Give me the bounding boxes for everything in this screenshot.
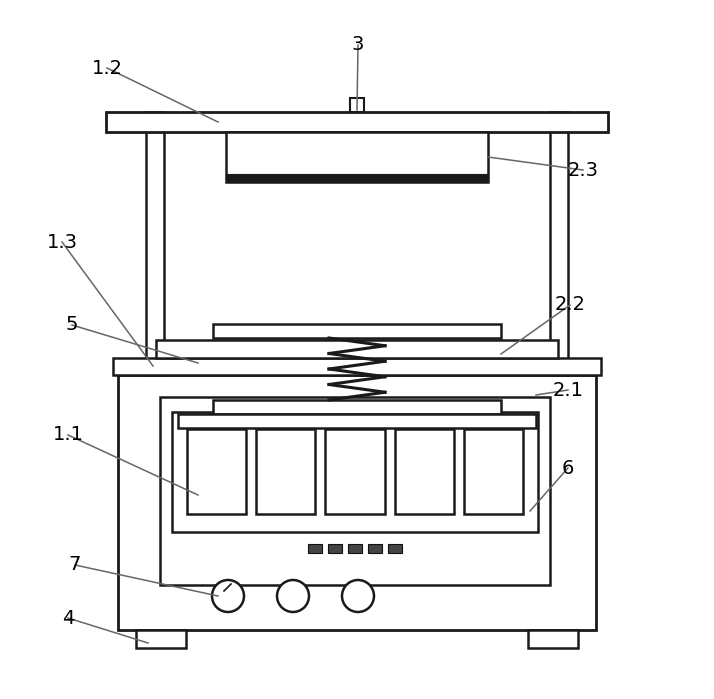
Bar (187, 429, 246, 514)
Text: 7: 7 (69, 556, 81, 575)
Bar (106, 112, 608, 132)
Bar (528, 630, 578, 648)
Text: 5: 5 (66, 315, 79, 335)
Bar (136, 630, 186, 648)
Bar (156, 340, 558, 358)
Circle shape (212, 580, 244, 612)
Bar (113, 358, 601, 375)
Bar (213, 324, 501, 338)
Bar (172, 412, 538, 532)
Circle shape (277, 580, 309, 612)
Bar (550, 112, 568, 375)
Bar (328, 544, 342, 553)
Text: 3: 3 (352, 36, 364, 55)
Bar (464, 429, 523, 514)
Bar (350, 98, 364, 112)
Bar (146, 112, 164, 375)
Bar (213, 400, 501, 414)
Bar (226, 174, 488, 182)
Bar (226, 132, 488, 182)
Circle shape (342, 580, 374, 612)
Bar (118, 375, 596, 630)
Text: 1.2: 1.2 (91, 59, 123, 78)
Bar (368, 544, 382, 553)
Bar (308, 544, 322, 553)
Text: 2.2: 2.2 (555, 296, 585, 315)
Text: 6: 6 (562, 459, 574, 477)
Bar (395, 429, 454, 514)
Bar (348, 544, 362, 553)
Text: 4: 4 (62, 609, 74, 628)
Bar (326, 429, 385, 514)
Bar (160, 397, 550, 585)
Bar (388, 544, 402, 553)
Text: 1.3: 1.3 (46, 233, 78, 252)
Text: 2.1: 2.1 (553, 380, 583, 400)
Text: 1.1: 1.1 (53, 426, 84, 445)
Bar (178, 414, 536, 428)
Text: 2.3: 2.3 (568, 161, 598, 180)
Bar (256, 429, 316, 514)
